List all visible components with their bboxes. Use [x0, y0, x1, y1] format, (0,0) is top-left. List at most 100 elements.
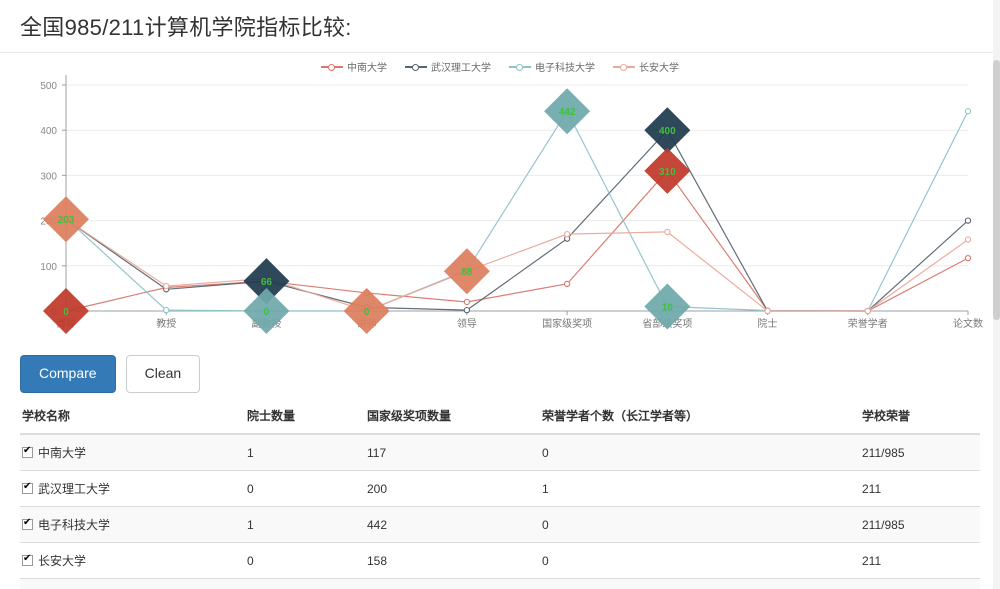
comparison-table: 学校名称 院士数量 国家级奖项数量 荣誉学者个数（长江学者等） 学校荣誉 中南大…: [20, 398, 980, 589]
series-point[interactable]: [664, 228, 671, 236]
data-label-value: 0: [264, 307, 270, 318]
series-point[interactable]: [563, 231, 571, 238]
cell-national-awards: 117: [365, 433, 540, 471]
series-line-0[interactable]: [65, 169, 969, 312]
cell-school-honor: 211/985: [860, 506, 980, 543]
clean-button[interactable]: Clean: [125, 355, 201, 393]
cell-school-honor: 211: [860, 470, 980, 507]
compare-button[interactable]: Compare: [20, 355, 116, 393]
legend-item-label: 武汉理工大学: [431, 63, 491, 74]
school-name-wrap: 武汉理工大学: [22, 480, 237, 497]
school-name-label: 武汉理工大学: [38, 482, 111, 496]
legend-marker-icon: [509, 62, 531, 72]
diamond-marker-icon: [43, 288, 89, 334]
chart-legend[interactable]: 中南大学 武汉理工大学 电子科技大学 长安大学: [16, 59, 984, 74]
series-point[interactable]: [864, 307, 871, 315]
series-point[interactable]: [463, 298, 471, 306]
column-header-school-name: 学校名称: [20, 398, 245, 435]
data-label-value: 88: [461, 267, 473, 278]
school-select-checkbox[interactable]: [22, 445, 33, 458]
line-chart[interactable]: 0100200300400500博导教授副教授讲师领导国家级奖项省部级奖项院士荣…: [16, 53, 984, 338]
cell-school-honor: 211/985: [860, 433, 980, 471]
cell-school-name: 电子科技大学: [20, 506, 245, 543]
cell-academicians: 0: [245, 542, 365, 579]
legend-item-3[interactable]: 长安大学: [613, 59, 679, 74]
series-point[interactable]: [163, 282, 170, 290]
diamond-marker-icon: [43, 196, 89, 243]
data-label-value: 0: [364, 307, 370, 318]
legend-item-1[interactable]: 武汉理工大学: [405, 59, 491, 74]
page-scrollbar[interactable]: [993, 0, 1000, 589]
legend-marker-icon: [405, 62, 427, 72]
x-axis-tick-label: 领导: [457, 317, 477, 330]
column-header-national-awards: 国家级奖项数量: [365, 398, 540, 435]
data-label-value: 442: [559, 107, 576, 118]
school-name-label: 长安大学: [38, 554, 87, 568]
data-label-marker-1[interactable]: 203: [43, 196, 89, 243]
school-select-checkbox[interactable]: [22, 481, 33, 494]
school-name-wrap: 电子科技大学: [22, 516, 237, 533]
data-label-value: 0: [63, 307, 69, 318]
diamond-marker-icon: [644, 283, 691, 330]
diamond-marker-icon: [443, 248, 490, 295]
cell-school-name: 武汉理工大学: [20, 470, 245, 507]
chart-panel: 中南大学 武汉理工大学 电子科技大学 长安大学 0100200300400500博导教…: [16, 53, 984, 338]
page-title: 全国985/211计算机学院指标比较:: [20, 15, 352, 40]
data-label-marker-8[interactable]: 310: [644, 147, 691, 194]
x-axis-tick-label: 教授: [156, 317, 176, 330]
table-body: 中南大学11170211/985武汉理工大学02001211电子科技大学1442…: [20, 433, 980, 589]
y-axis-tick-label: 500: [40, 81, 57, 92]
series-point[interactable]: [964, 217, 972, 224]
action-button-row: Compare Clean: [20, 355, 201, 393]
y-axis-tick-label: 400: [40, 126, 57, 137]
x-axis-tick-label: 院士: [758, 317, 778, 330]
series-point[interactable]: [563, 280, 571, 288]
cell-school-name: 西南大学: [20, 578, 245, 589]
cell-national-awards: 442: [365, 506, 540, 543]
legend-item-2[interactable]: 电子科技大学: [509, 59, 595, 74]
legend-item-label: 长安大学: [639, 63, 679, 74]
cell-scholars: 0: [540, 506, 860, 543]
school-name-wrap: 中南大学: [22, 444, 237, 461]
data-label-marker-7[interactable]: 400: [644, 107, 691, 154]
data-label-marker-4[interactable]: 0: [343, 288, 390, 334]
cell-school-honor: 211: [860, 578, 980, 589]
series-point[interactable]: [463, 306, 471, 314]
data-label-value: 400: [659, 126, 676, 137]
diamond-marker-icon: [644, 107, 691, 154]
cell-academicians: 1: [245, 506, 365, 543]
data-label-marker-2[interactable]: 66: [243, 258, 290, 305]
column-header-academicians: 院士数量: [245, 398, 365, 435]
legend-item-label: 中南大学: [347, 63, 387, 74]
legend-item-0[interactable]: 中南大学: [321, 59, 387, 74]
series-point[interactable]: [964, 254, 972, 262]
data-label-marker-3[interactable]: 0: [243, 288, 290, 334]
school-select-checkbox[interactable]: [22, 517, 33, 530]
data-label-marker-0[interactable]: 0: [43, 288, 89, 334]
data-label-marker-5[interactable]: 88: [443, 248, 490, 295]
series-point[interactable]: [964, 108, 972, 115]
data-label-value: 10: [662, 302, 674, 313]
legend-item-label: 电子科技大学: [535, 63, 595, 74]
table-header-row: 学校名称 院士数量 国家级奖项数量 荣誉学者个数（长江学者等） 学校荣誉: [20, 398, 980, 435]
series-point[interactable]: [764, 307, 771, 315]
series-point[interactable]: [163, 306, 170, 314]
series-line-2[interactable]: [65, 110, 969, 312]
cell-academicians: 0: [245, 470, 365, 507]
page-scrollbar-thumb[interactable]: [993, 60, 1000, 320]
data-label-marker-9[interactable]: 10: [644, 283, 691, 330]
table-row[interactable]: 西南大学01250211: [20, 578, 980, 589]
series-line-3[interactable]: [65, 218, 969, 312]
comparison-table-wrap: 学校名称 院士数量 国家级奖项数量 荣誉学者个数（长江学者等） 学校荣誉 中南大…: [20, 398, 980, 589]
school-select-checkbox[interactable]: [22, 553, 33, 566]
data-label-marker-6[interactable]: 442: [544, 88, 591, 135]
y-axis-tick-label: 300: [40, 171, 57, 182]
diamond-marker-icon: [544, 88, 591, 135]
data-label-value: 203: [58, 215, 75, 226]
series-point[interactable]: [964, 236, 972, 243]
cell-national-awards: 125: [365, 578, 540, 589]
